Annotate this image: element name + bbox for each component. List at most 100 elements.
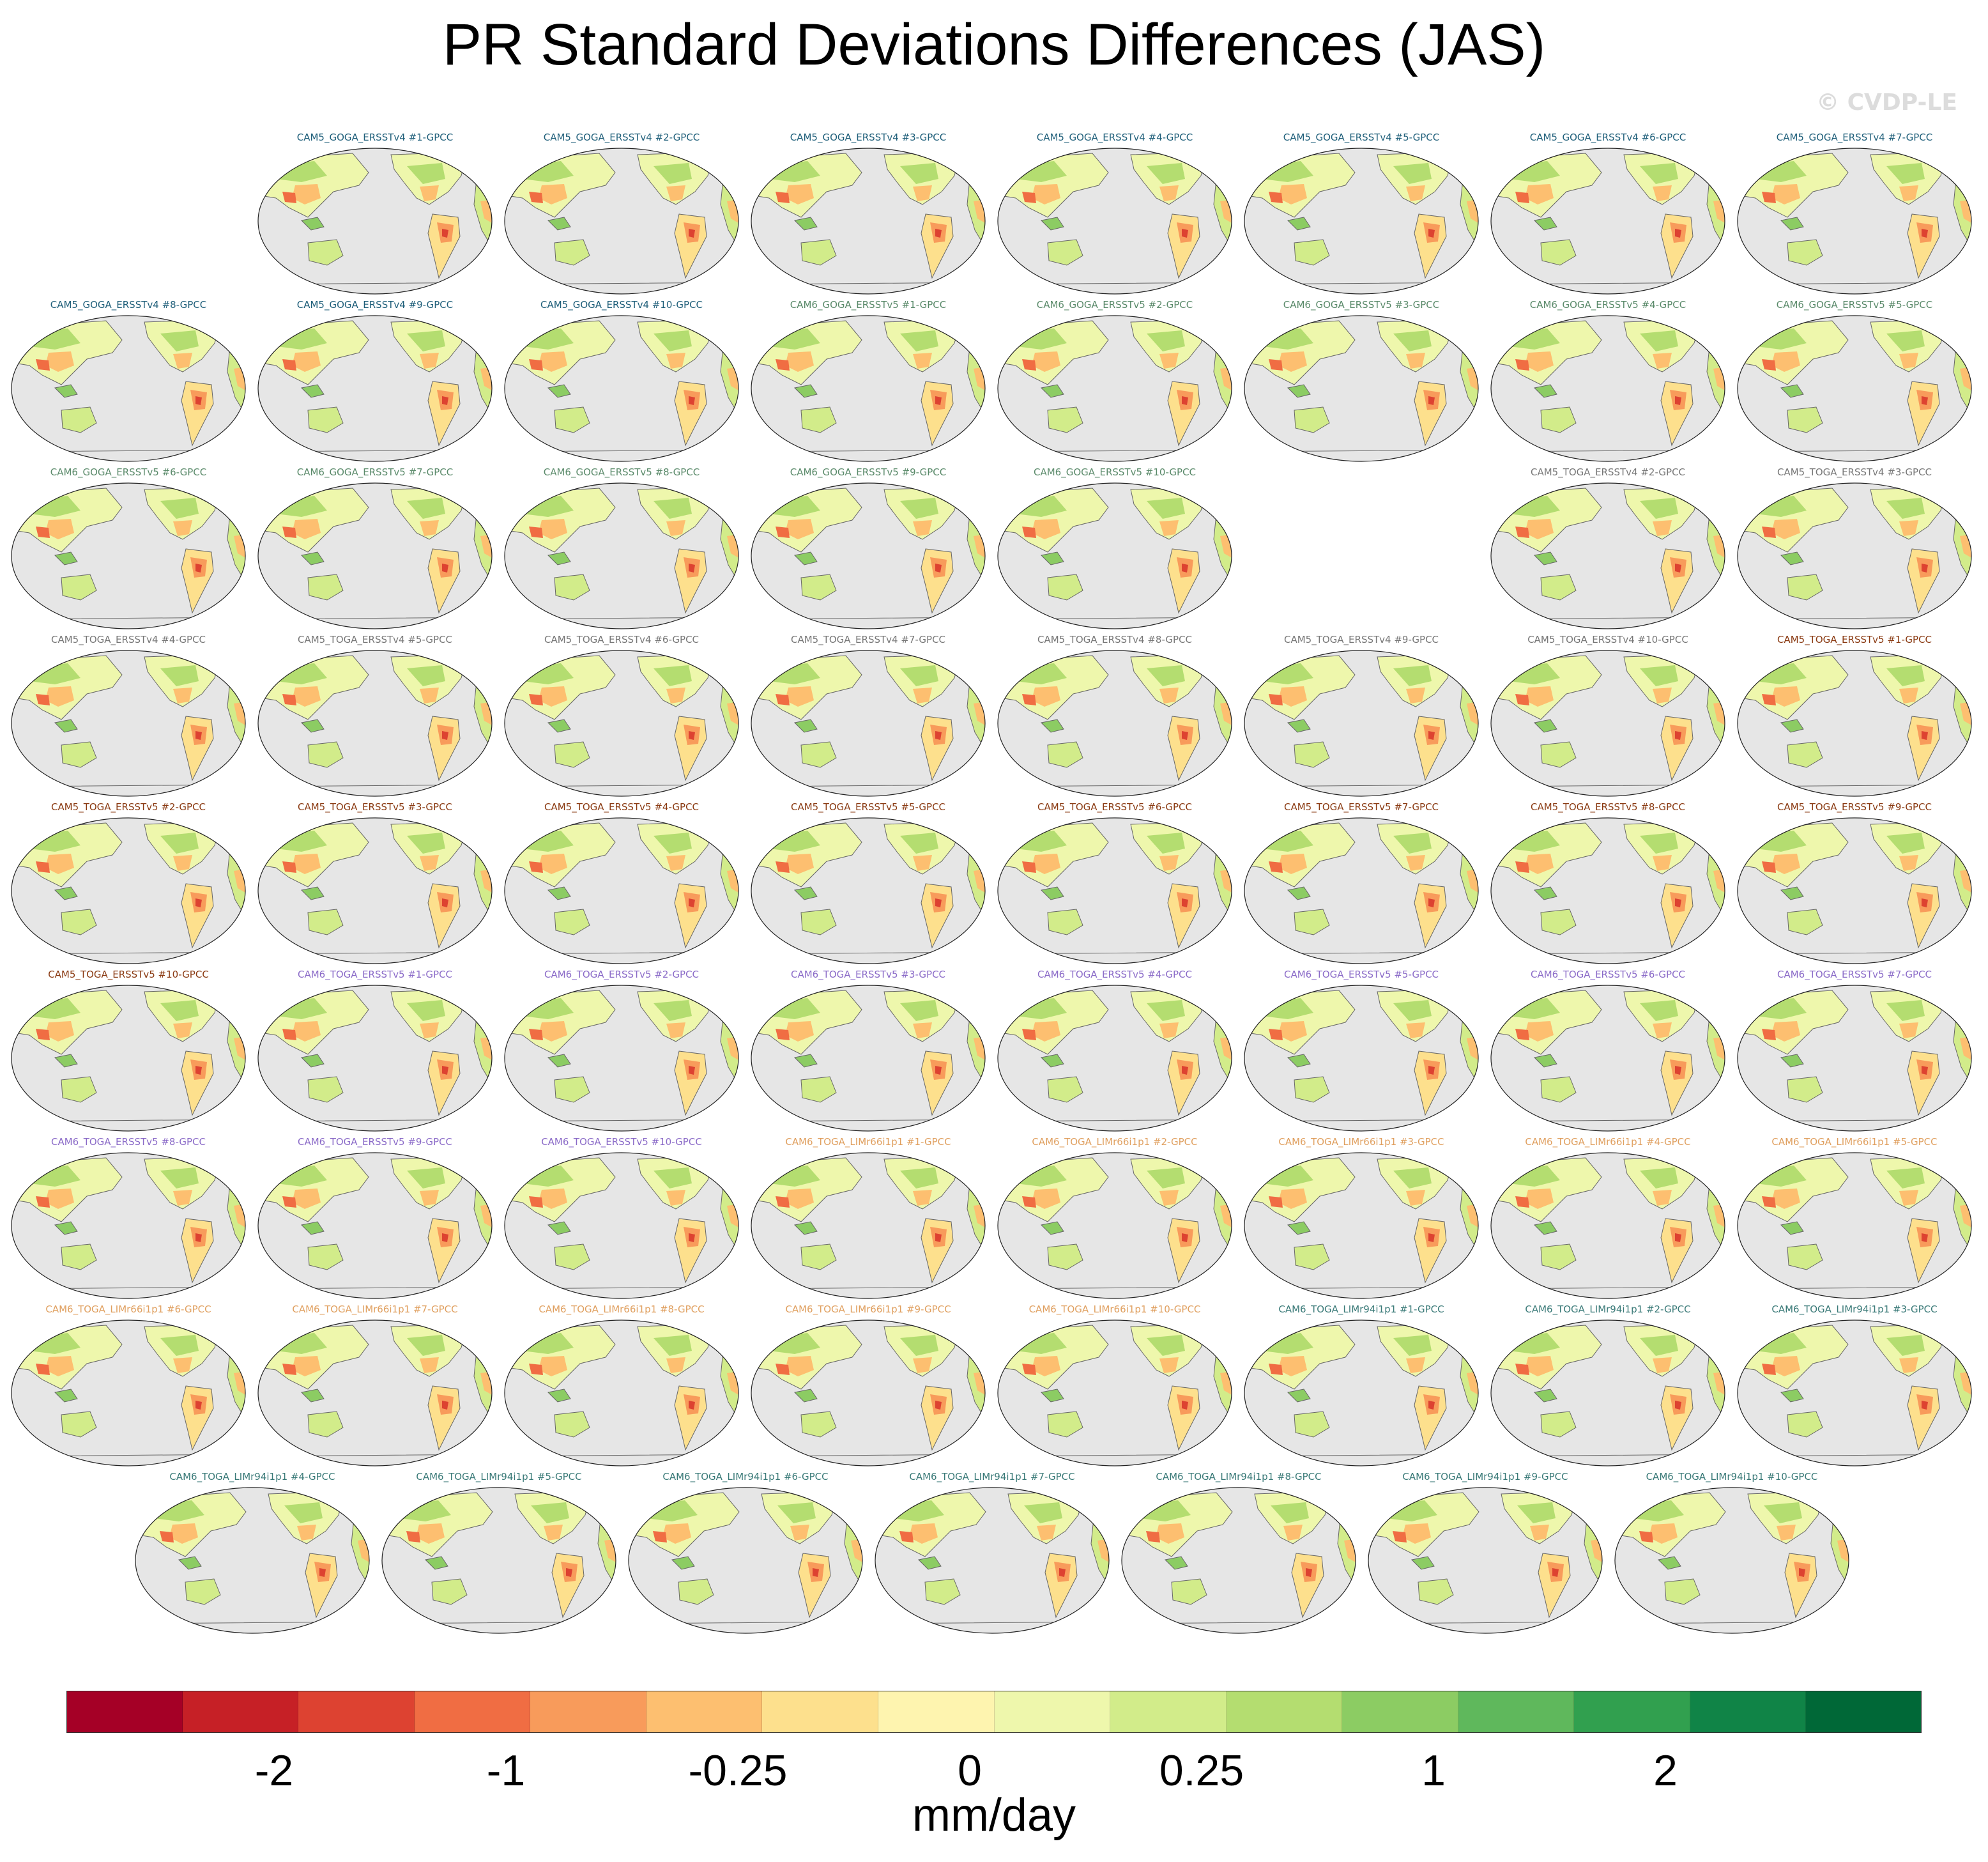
map-panel: CAM5_GOGA_ERSSTv4 #3-GPCC	[747, 132, 989, 299]
world-map	[997, 1151, 1233, 1300]
map-panel-label: CAM6_TOGA_LIMr66i1p1 #10-GPCC	[1028, 1304, 1201, 1315]
map-panel: CAM6_TOGA_ERSSTv5 #5-GPCC	[1241, 969, 1482, 1136]
world-map	[750, 1151, 986, 1300]
map-panel-label: CAM6_TOGA_LIMr66i1p1 #1-GPCC	[785, 1136, 951, 1148]
world-map	[1490, 1319, 1726, 1467]
world-map	[1736, 1319, 1973, 1467]
map-panel-label: CAM5_GOGA_ERSSTv4 #6-GPCC	[1529, 132, 1686, 143]
map-panel-label: CAM6_TOGA_ERSSTv5 #3-GPCC	[790, 969, 946, 980]
map-panel-label: CAM5_TOGA_ERSSTv5 #10-GPCC	[48, 969, 209, 980]
map-panel: CAM5_GOGA_ERSSTv4 #6-GPCC	[1487, 132, 1729, 299]
map-panel: CAM5_TOGA_ERSSTv4 #2-GPCC	[1487, 466, 1729, 634]
map-panel-label: CAM6_TOGA_LIMr94i1p1 #8-GPCC	[1156, 1471, 1322, 1482]
colorbar-swatch	[646, 1691, 763, 1733]
map-panel-label: CAM6_TOGA_LIMr66i1p1 #2-GPCC	[1032, 1136, 1198, 1148]
map-panel: CAM6_TOGA_ERSSTv5 #6-GPCC	[1487, 969, 1729, 1136]
map-panel-label: CAM6_TOGA_LIMr94i1p1 #10-GPCC	[1646, 1471, 1818, 1482]
world-map	[997, 984, 1233, 1132]
map-panel-label: CAM5_GOGA_ERSSTv4 #1-GPCC	[296, 132, 454, 143]
map-panel-label: CAM5_GOGA_ERSSTv4 #9-GPCC	[296, 299, 454, 311]
colorbar-swatch	[298, 1691, 415, 1733]
world-map	[1736, 984, 1973, 1132]
world-map	[134, 1486, 371, 1635]
map-panel: CAM5_TOGA_ERSSTv4 #7-GPCC	[747, 634, 989, 801]
map-panel: CAM6_TOGA_LIMr66i1p1 #1-GPCC	[747, 1136, 989, 1304]
figure-title: PR Standard Deviations Differences (JAS)	[442, 12, 1546, 77]
map-panel: CAM6_TOGA_ERSSTv5 #10-GPCC	[501, 1136, 742, 1304]
map-panel: CAM6_TOGA_LIMr94i1p1 #4-GPCC	[132, 1471, 373, 1638]
colorbar-tick-label: 1	[1421, 1746, 1446, 1795]
world-map	[750, 649, 986, 797]
map-panel: CAM6_TOGA_LIMr94i1p1 #2-GPCC	[1487, 1304, 1729, 1471]
map-panel-label: CAM6_TOGA_LIMr66i1p1 #5-GPCC	[1771, 1136, 1938, 1148]
colorbar-tick-label: 0.25	[1159, 1746, 1244, 1795]
world-map	[1736, 147, 1973, 295]
world-map	[503, 649, 740, 797]
world-map	[1736, 817, 1973, 965]
colorbar-tick-label: 2	[1653, 1746, 1678, 1795]
world-map	[1490, 649, 1726, 797]
colorbar-swatch	[1806, 1691, 1922, 1733]
map-panel: CAM6_GOGA_ERSSTv5 #1-GPCC	[747, 299, 989, 466]
map-panel: CAM5_GOGA_ERSSTv4 #5-GPCC	[1241, 132, 1482, 299]
world-map	[1243, 314, 1480, 463]
map-panel-label: CAM5_GOGA_ERSSTv4 #4-GPCC	[1036, 132, 1193, 143]
map-panel-label: CAM5_TOGA_ERSSTv5 #1-GPCC	[1777, 634, 1932, 645]
map-panel: CAM6_TOGA_LIMr94i1p1 #1-GPCC	[1241, 1304, 1482, 1471]
world-map	[503, 314, 740, 463]
map-panel: CAM6_TOGA_LIMr66i1p1 #10-GPCC	[994, 1304, 1235, 1471]
map-panel: CAM6_GOGA_ERSSTv5 #5-GPCC	[1734, 299, 1975, 466]
map-panel: CAM5_TOGA_ERSSTv4 #5-GPCC	[254, 634, 496, 801]
map-panel-label: CAM6_TOGA_ERSSTv5 #6-GPCC	[1530, 969, 1686, 980]
colorbar-swatch	[762, 1691, 878, 1733]
colorbar-swatch	[182, 1691, 299, 1733]
map-panel-label: CAM6_GOGA_ERSSTv5 #3-GPCC	[1283, 299, 1440, 311]
world-map	[1490, 984, 1726, 1132]
map-panel: CAM6_TOGA_LIMr66i1p1 #6-GPCC	[8, 1304, 249, 1471]
colorbar-swatch	[1110, 1691, 1227, 1733]
map-panel: CAM6_TOGA_LIMr94i1p1 #9-GPCC	[1365, 1471, 1606, 1638]
map-panel: CAM5_TOGA_ERSSTv5 #8-GPCC	[1487, 801, 1729, 969]
map-panel: CAM5_GOGA_ERSSTv4 #1-GPCC	[254, 132, 496, 299]
map-panel-label: CAM6_TOGA_LIMr94i1p1 #1-GPCC	[1278, 1304, 1444, 1315]
map-panel: CAM5_TOGA_ERSSTv5 #4-GPCC	[501, 801, 742, 969]
world-map	[750, 817, 986, 965]
map-panel-label: CAM6_GOGA_ERSSTv5 #5-GPCC	[1776, 299, 1933, 311]
map-panel: CAM5_GOGA_ERSSTv4 #4-GPCC	[994, 132, 1235, 299]
world-map	[997, 817, 1233, 965]
map-panel: CAM6_TOGA_LIMr66i1p1 #7-GPCC	[254, 1304, 496, 1471]
world-map	[10, 314, 247, 463]
map-panel-label: CAM6_TOGA_LIMr66i1p1 #7-GPCC	[292, 1304, 458, 1315]
map-panel-label: CAM6_TOGA_ERSSTv5 #9-GPCC	[297, 1136, 453, 1148]
map-panel-label: CAM5_TOGA_ERSSTv4 #3-GPCC	[1777, 466, 1932, 478]
world-map	[750, 482, 986, 630]
map-panel-label: CAM6_TOGA_LIMr94i1p1 #6-GPCC	[662, 1471, 829, 1482]
map-panel-label: CAM5_TOGA_ERSSTv5 #7-GPCC	[1283, 801, 1439, 813]
world-map	[1490, 314, 1726, 463]
map-panel: CAM5_TOGA_ERSSTv5 #5-GPCC	[747, 801, 989, 969]
colorbar-swatch	[1574, 1691, 1690, 1733]
map-panel: CAM6_TOGA_LIMr94i1p1 #10-GPCC	[1611, 1471, 1853, 1638]
map-panel-label: CAM6_TOGA_ERSSTv5 #10-GPCC	[541, 1136, 702, 1148]
map-panel: CAM5_GOGA_ERSSTv4 #8-GPCC	[8, 299, 249, 466]
world-map	[997, 314, 1233, 463]
map-panel: CAM5_TOGA_ERSSTv4 #10-GPCC	[1487, 634, 1729, 801]
map-panel: CAM6_TOGA_LIMr66i1p1 #8-GPCC	[501, 1304, 742, 1471]
colorbar-swatch	[1458, 1691, 1575, 1733]
map-panel-label: CAM5_TOGA_ERSSTv4 #5-GPCC	[297, 634, 453, 645]
world-map	[1367, 1486, 1603, 1635]
world-map	[1120, 1486, 1357, 1635]
map-panel-label: CAM6_TOGA_ERSSTv5 #5-GPCC	[1283, 969, 1439, 980]
world-map	[997, 482, 1233, 630]
map-panel: CAM5_TOGA_ERSSTv5 #7-GPCC	[1241, 801, 1482, 969]
map-panel: CAM6_TOGA_ERSSTv5 #3-GPCC	[747, 969, 989, 1136]
map-panel-label: CAM5_TOGA_ERSSTv4 #2-GPCC	[1530, 466, 1686, 478]
world-map	[1243, 984, 1480, 1132]
world-map	[10, 1151, 247, 1300]
map-panel: CAM6_TOGA_LIMr94i1p1 #8-GPCC	[1118, 1471, 1359, 1638]
world-map	[503, 1319, 740, 1467]
map-panel-label: CAM5_TOGA_ERSSTv5 #5-GPCC	[790, 801, 946, 813]
map-panel-label: CAM5_TOGA_ERSSTv5 #6-GPCC	[1037, 801, 1193, 813]
map-panel: CAM5_GOGA_ERSSTv4 #9-GPCC	[254, 299, 496, 466]
world-map	[1736, 482, 1973, 630]
